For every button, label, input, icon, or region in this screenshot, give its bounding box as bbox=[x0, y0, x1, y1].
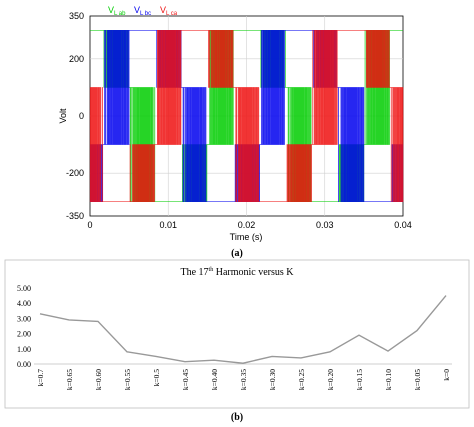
chart-b-y-ticks: 0.00 1.00 2.00 3.00 4.00 5.00 bbox=[17, 284, 31, 369]
chart-a-y-tick-label: 350 bbox=[69, 11, 84, 21]
chart-b-x-tick-label: k=0.10 bbox=[384, 369, 393, 390]
chart-b-x-tick-label: k=0.60 bbox=[94, 369, 103, 390]
chart-a-legend: VL ab VL bc VL ca bbox=[108, 5, 178, 17]
chart-b-x-tick-label: k=0.45 bbox=[181, 369, 190, 390]
chart-b-x-tick-label: k=0.25 bbox=[297, 369, 306, 390]
chart-a-legend-entry: VL ab bbox=[108, 5, 126, 17]
chart-b-y-tick-label: 4.00 bbox=[17, 299, 31, 308]
chart-b-y-tick-label: 1.00 bbox=[17, 345, 31, 354]
chart-a-y-tick-label: -200 bbox=[66, 168, 84, 178]
chart-b-title: The 17th Harmonic versus K bbox=[181, 267, 295, 278]
chart-b: The 17th Harmonic versus K 0.00 1.00 2.00 3… bbox=[4, 259, 470, 423]
chart-b-x-tick-label: k=0.20 bbox=[326, 369, 335, 390]
chart-b-x-ticks: k=0.7 k=0.65 k=0.60 k=0.55 k=0.5 k=0.45 k=0.40… bbox=[36, 369, 451, 390]
chart-a-y-tick-label: -350 bbox=[66, 211, 84, 221]
chart-b-x-tick-label: k=0.15 bbox=[355, 369, 364, 390]
chart-b-series bbox=[39, 295, 447, 364]
chart-a-y-axis-label: Volt bbox=[58, 108, 68, 124]
chart-b-x-tick-label: k=0.40 bbox=[210, 369, 219, 390]
chart-a-x-axis-label: Time (s) bbox=[230, 232, 263, 242]
chart-b-x-tick-label: k=0.5 bbox=[152, 369, 161, 387]
chart-a-x-tick-label: 0.03 bbox=[316, 220, 334, 230]
chart-a-traces bbox=[89, 29, 404, 203]
chart-b-y-tick-label: 3.00 bbox=[17, 314, 31, 323]
chart-a-legend-entry: VL bc bbox=[134, 5, 151, 17]
chart-b-caption: (b) bbox=[231, 412, 243, 423]
chart-b-x-tick-label: k=0.65 bbox=[65, 369, 74, 390]
chart-a-x-tick-label: 0.02 bbox=[238, 220, 256, 230]
chart-a-x-ticks: 0 0.01 0.02 0.03 0.04 bbox=[87, 220, 411, 230]
chart-b-y-tick-label: 5.00 bbox=[17, 284, 31, 293]
chart-b-x-tick-label: k=0.35 bbox=[239, 369, 248, 390]
chart-b-x-tick-label: k=0.05 bbox=[413, 369, 422, 390]
chart-b-x-tick-label: k=0 bbox=[442, 369, 451, 381]
chart-a-caption: (a) bbox=[231, 248, 243, 259]
chart-a: 350 200 0 -200 -350 0 0.01 0.02 0.03 0.04 Volt T… bbox=[58, 5, 412, 259]
chart-a-series-line bbox=[89, 29, 404, 203]
chart-b-y-tick-label: 0.00 bbox=[17, 360, 31, 369]
chart-b-frame bbox=[4, 259, 470, 409]
chart-a-x-tick-label: 0 bbox=[87, 220, 92, 230]
chart-b-x-tick-label: k=0.30 bbox=[268, 369, 277, 390]
chart-b-y-tick-label: 2.00 bbox=[17, 330, 31, 339]
chart-a-legend-entry: VL ca bbox=[160, 5, 178, 17]
chart-a-y-tick-label: 0 bbox=[79, 111, 84, 121]
chart-a-x-tick-label: 0.01 bbox=[159, 220, 177, 230]
chart-b-x-tick-label: k=0.7 bbox=[36, 369, 45, 387]
chart-a-y-ticks: 350 200 0 -200 -350 bbox=[66, 11, 84, 221]
chart-a-y-tick-label: 200 bbox=[69, 54, 84, 64]
chart-b-x-tick-label: k=0.55 bbox=[123, 369, 132, 390]
chart-a-x-tick-label: 0.04 bbox=[394, 220, 412, 230]
